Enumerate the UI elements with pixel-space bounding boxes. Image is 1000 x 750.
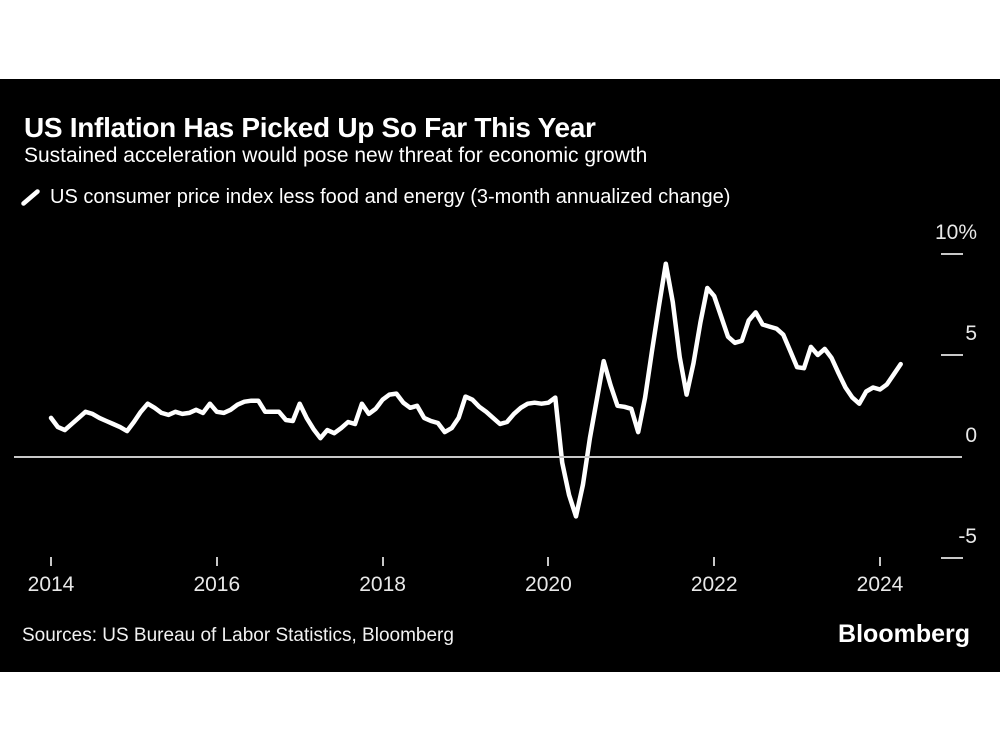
x-axis-label: 2018	[359, 573, 406, 596]
y-axis-label: 5	[965, 322, 977, 345]
sources-text: Sources: US Bureau of Labor Statistics, …	[22, 625, 454, 646]
x-axis-label: 2022	[690, 573, 738, 596]
zero-gridline	[14, 455, 962, 458]
legend: US consumer price index less food and en…	[21, 186, 730, 209]
line-series-marker-icon	[21, 189, 40, 206]
x-axis-tick	[879, 557, 881, 566]
x-axis-label: 2014	[27, 573, 75, 596]
cpi-line-series	[48, 261, 903, 519]
chart-card: US Inflation Has Picked Up So Far This Y…	[0, 79, 1000, 672]
y-axis-tick	[941, 557, 963, 559]
x-axis-label: 2024	[856, 573, 904, 596]
y-axis-label: 10%	[934, 220, 977, 244]
y-axis-label: 0	[965, 423, 977, 447]
legend-label: US consumer price index less food and en…	[50, 186, 731, 208]
y-axis-tick	[941, 252, 963, 255]
x-axis-tick	[713, 557, 716, 566]
x-axis-label: 2020	[525, 573, 572, 596]
chart-area: 10% 5 0 -5 2014 2016 2018 2020 2022 2024	[0, 79, 1000, 672]
x-axis-tick	[381, 557, 384, 566]
chart-title: US Inflation Has Picked Up So Far This Y…	[24, 112, 596, 143]
x-axis-tick	[50, 557, 52, 566]
y-axis-tick	[941, 354, 963, 356]
chart-subtitle: Sustained acceleration would pose new th…	[24, 144, 648, 167]
y-axis-label: -5	[958, 525, 977, 548]
x-axis-tick	[547, 557, 550, 566]
bloomberg-logo: Bloomberg	[838, 620, 970, 648]
x-axis-label: 2016	[193, 573, 241, 596]
x-axis-tick	[215, 557, 218, 566]
cpi-line-path	[48, 261, 903, 519]
